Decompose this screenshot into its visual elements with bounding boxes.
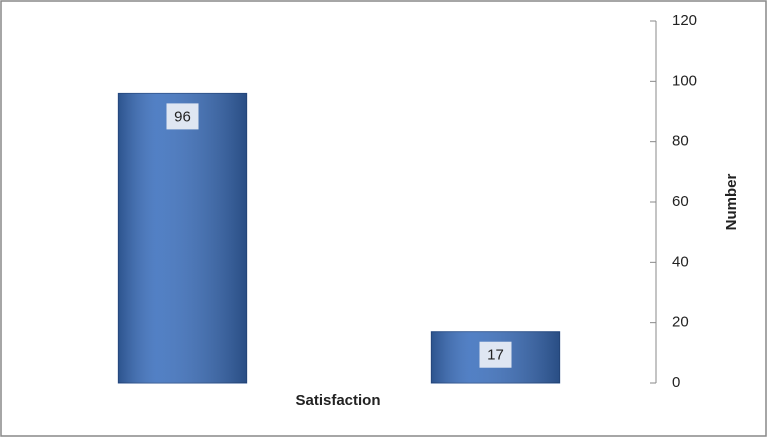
- y-tick-label: 0: [672, 374, 680, 391]
- y-tick-label: 100: [672, 72, 697, 89]
- value-label-box: [479, 341, 512, 368]
- value-label: 17: [487, 347, 504, 364]
- value-label: 96: [174, 108, 191, 125]
- y-axis-label: Number: [723, 174, 740, 231]
- bar-shading: [118, 93, 247, 384]
- y-tick-label: 60: [672, 193, 689, 210]
- value-label-box: [166, 103, 199, 130]
- y-tick-label: 80: [672, 133, 689, 150]
- x-axis-label: Satisfaction: [295, 392, 380, 409]
- y-tick-label: 120: [672, 12, 697, 29]
- y-tick-label: 20: [672, 314, 689, 331]
- y-tick-label: 40: [672, 253, 689, 270]
